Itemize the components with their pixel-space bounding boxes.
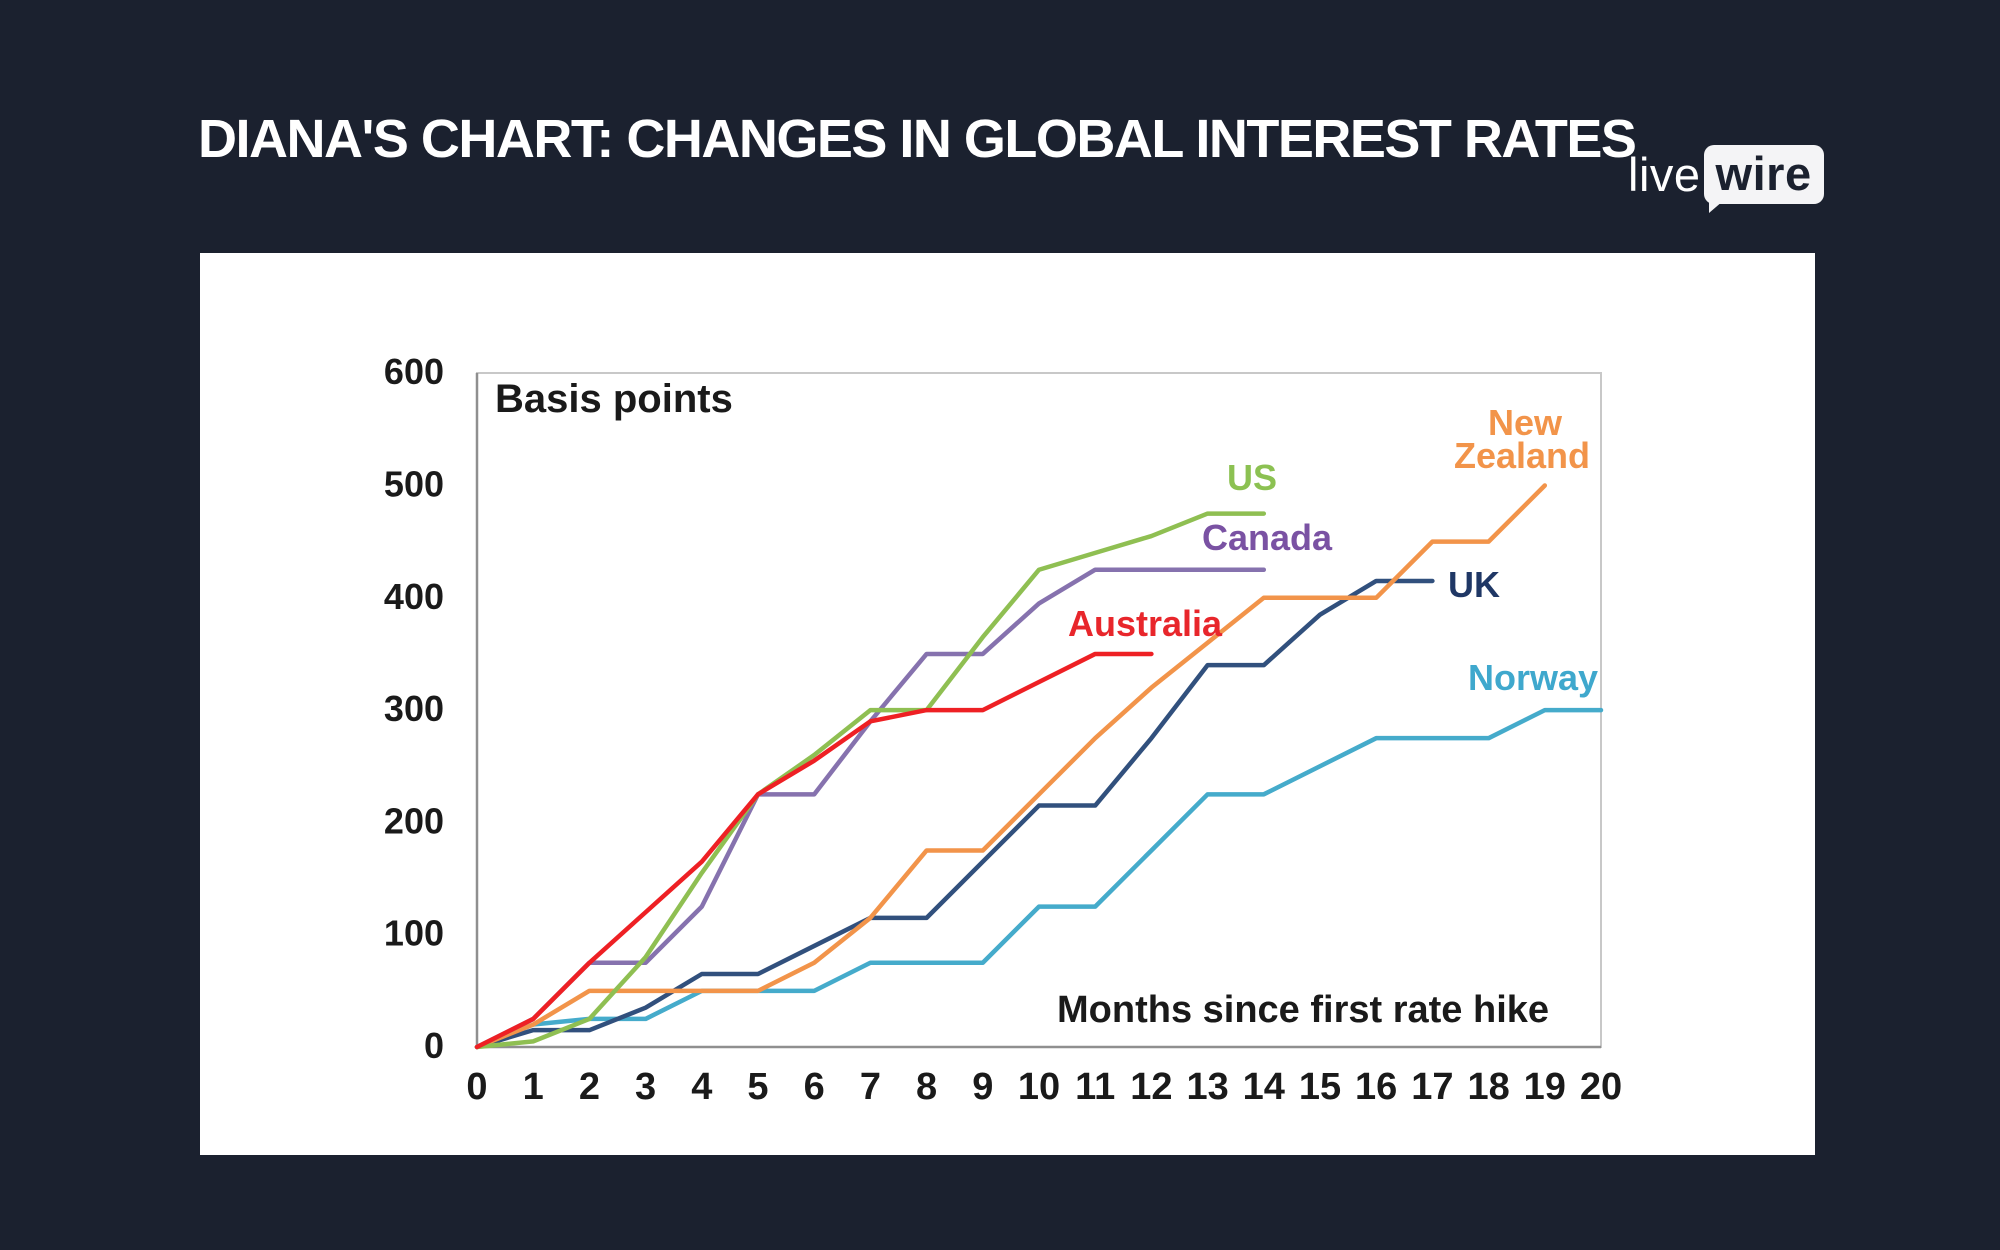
x-tick-label: 5 — [747, 1066, 768, 1108]
x-tick-label: 4 — [691, 1066, 712, 1108]
x-tick-label: 13 — [1186, 1066, 1228, 1108]
series-line-uk — [474, 578, 1435, 1050]
series-label-new-zealand: Zealand — [1454, 435, 1590, 476]
x-tick-label: 8 — [916, 1066, 937, 1108]
x-tick-label: 15 — [1299, 1066, 1341, 1108]
chart-panel: 0 100 200 300 400 500 600 0 1 2 3 4 5 6 7 8 9 10 11 12 13 14 1… — [200, 253, 1815, 1155]
x-tick-label: 9 — [972, 1066, 993, 1108]
series-label-us: US — [1227, 457, 1277, 498]
x-tick-label: 19 — [1524, 1066, 1566, 1108]
x-tick-label: 11 — [1075, 1066, 1115, 1108]
series-line-new-zealand — [474, 483, 1548, 1050]
x-tick-label: 10 — [1018, 1066, 1060, 1108]
x-tick-label: 6 — [804, 1066, 825, 1108]
x-tick-label: 2 — [579, 1066, 600, 1108]
x-axis-title: Months since first rate hike — [1057, 989, 1549, 1031]
x-tick-label: 17 — [1411, 1066, 1453, 1108]
y-tick-label: 300 — [384, 688, 444, 729]
y-tick-label: 400 — [384, 576, 444, 617]
series-line-us — [474, 511, 1267, 1050]
series-label-new-zealand: New — [1488, 402, 1563, 443]
y-tick-label: 0 — [424, 1025, 444, 1066]
y-tick-label: 600 — [384, 351, 444, 392]
basis-points-label: Basis points — [495, 377, 733, 421]
x-tick-label: 0 — [466, 1066, 487, 1108]
x-tick-label: 7 — [860, 1066, 881, 1108]
y-tick-label: 200 — [384, 800, 444, 841]
x-tick-label: 14 — [1243, 1066, 1285, 1108]
x-tick-label: 1 — [523, 1066, 544, 1108]
series-line-australia — [474, 651, 1154, 1050]
plot-border — [476, 372, 1602, 1048]
series-label-australia: Australia — [1068, 603, 1223, 644]
livewire-logo: live wire — [1628, 144, 1824, 213]
logo-wire-badge: wire — [1703, 144, 1824, 213]
series-line-norway — [474, 707, 1604, 1050]
x-tick-label: 20 — [1580, 1066, 1622, 1108]
x-tick-label: 12 — [1130, 1066, 1172, 1108]
y-tick-label: 100 — [384, 913, 444, 954]
page-title: DIANA'S CHART: CHANGES IN GLOBAL INTERES… — [198, 109, 1637, 169]
x-tick-label: 3 — [635, 1066, 656, 1108]
series-label-norway: Norway — [1468, 657, 1598, 698]
series-label-canada: Canada — [1202, 517, 1333, 558]
x-tick-label: 16 — [1355, 1066, 1397, 1108]
series-label-uk: UK — [1448, 564, 1500, 605]
logo-live-text: live — [1628, 147, 1701, 201]
y-tick-label: 500 — [384, 464, 444, 505]
x-tick-label: 18 — [1467, 1066, 1509, 1108]
